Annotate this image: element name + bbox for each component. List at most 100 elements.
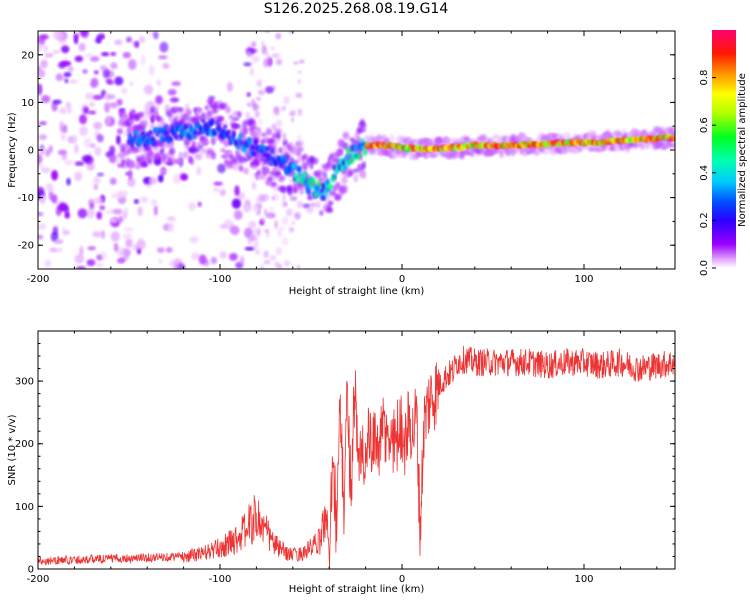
spectrogram-cell <box>341 175 348 185</box>
spectrogram-cell <box>86 259 96 267</box>
colorbar-tick-label: 0.4 <box>699 165 710 181</box>
spectrogram-cell <box>39 194 46 204</box>
spectrogram-cell <box>255 96 262 101</box>
spectrogram-cell <box>130 142 135 150</box>
snr-xtick-label: 0 <box>399 574 405 585</box>
spectrogram-cell <box>282 216 289 226</box>
spectrogram-cell <box>329 190 337 196</box>
spectrogram-cell <box>49 247 58 253</box>
spectrogram-cell <box>173 263 181 269</box>
spectrogram-cell <box>96 211 102 220</box>
spectrogram-cell <box>44 53 54 58</box>
spectrogram-cell <box>173 173 181 184</box>
spectrogram-cell <box>101 52 110 57</box>
spectrogram-cell <box>251 181 257 190</box>
spectrogram-cell <box>43 44 48 53</box>
spectrogram-cell <box>260 264 264 269</box>
spectrogram-cell <box>148 64 155 76</box>
spectrogram-cell <box>301 161 309 171</box>
spectrogram-cell <box>297 166 302 173</box>
spectrogram-cell <box>272 53 279 58</box>
spectrogram-cell <box>286 184 294 192</box>
spectrogram-cell <box>153 31 159 40</box>
spectrogram-cell <box>266 213 272 219</box>
spectrogram-cell <box>116 190 126 199</box>
spectrogram-cell <box>250 126 258 131</box>
spectrogram-cell <box>297 264 301 269</box>
spectrogram-cell <box>258 119 263 125</box>
spectrogram-cell <box>63 72 72 78</box>
spectrogram-cell <box>201 140 210 146</box>
spectrogram-cell <box>231 162 238 169</box>
spectrogram-cell <box>122 211 127 221</box>
spectrogram-cell <box>140 196 149 203</box>
spectrogram-cell <box>242 145 247 154</box>
spectrogram-cell <box>87 246 96 251</box>
spectrogram-cell <box>160 146 165 156</box>
spectrogram-ytick-label: 0 <box>28 146 34 157</box>
spectrogram-cell <box>332 185 337 191</box>
spectrogram-cell <box>258 173 267 180</box>
spectrogram-cell <box>215 107 222 112</box>
spectrogram-cell <box>320 188 325 194</box>
spectrogram-ytick-label: -10 <box>18 193 34 204</box>
spectrogram-cell <box>278 106 284 112</box>
spectrogram-cell <box>105 78 113 84</box>
spectrogram-cell <box>209 118 215 126</box>
spectrogram-cell <box>213 181 223 186</box>
spectrogram-cell <box>266 229 270 238</box>
spectrogram-cell <box>178 152 183 158</box>
spectrogram-cell <box>38 69 46 78</box>
spectrogram-cell <box>154 159 162 166</box>
spectrogram-cell <box>92 231 102 238</box>
spectrogram-cell <box>270 46 275 51</box>
spectrogram-cell <box>201 119 206 124</box>
spectrogram-cell <box>230 225 240 236</box>
spectrogram-cell <box>134 130 139 136</box>
spectrogram-cell <box>59 107 67 115</box>
spectrogram-cell <box>353 173 358 183</box>
spectrogram-cell <box>289 196 298 201</box>
colorbar-tick-label: 0.8 <box>699 70 710 86</box>
spectrogram-cell <box>127 177 136 188</box>
spectrogram-cell <box>288 226 295 233</box>
spectrogram-cell <box>348 153 353 159</box>
spectrogram-cell <box>87 207 95 219</box>
snr-ytick-label: 100 <box>15 502 34 513</box>
spectrogram-cell <box>644 142 651 150</box>
spectrogram-cell <box>316 181 322 187</box>
spectrogram-cell <box>263 260 271 265</box>
spectrogram-cell <box>110 231 120 242</box>
spectrogram-cell <box>142 160 147 167</box>
spectrogram-cell <box>105 115 112 126</box>
spectrogram-cell <box>148 129 153 135</box>
spectrogram-cell <box>96 262 104 268</box>
spectrogram-cell <box>138 111 145 117</box>
spectrogram-xtick-label: -200 <box>27 274 50 285</box>
spectrogram-cell <box>90 77 99 88</box>
spectrogram-cell <box>82 69 88 74</box>
spectrogram-cell <box>191 139 196 149</box>
spectrogram-cell <box>335 194 341 201</box>
spectrogram-cell <box>296 140 304 148</box>
spectrogram-cell <box>228 115 234 120</box>
spectrogram-ytick-label: 10 <box>21 98 34 109</box>
spectrogram-cell <box>86 163 95 171</box>
spectrogram-cell <box>275 119 283 128</box>
spectrogram-cell <box>88 102 96 107</box>
spectrogram-cell <box>123 227 134 232</box>
spectrogram-cell <box>254 110 260 118</box>
spectrogram-cell <box>297 79 301 84</box>
spectrogram-cell <box>269 255 277 261</box>
spectrogram-cell <box>243 167 249 175</box>
spectrogram-cell <box>233 210 243 220</box>
spectrogram-cell <box>143 116 148 122</box>
spectrogram-cell <box>269 206 275 212</box>
chart-title: S126.2025.268.08.19.G14 <box>263 1 449 17</box>
spectrogram-cell <box>328 200 334 205</box>
spectrogram-cell <box>293 159 300 165</box>
colorbar-label: Normalized spectral amplitude <box>737 73 748 227</box>
spectrogram-cell <box>354 132 361 140</box>
spectrogram-cell <box>251 98 255 108</box>
